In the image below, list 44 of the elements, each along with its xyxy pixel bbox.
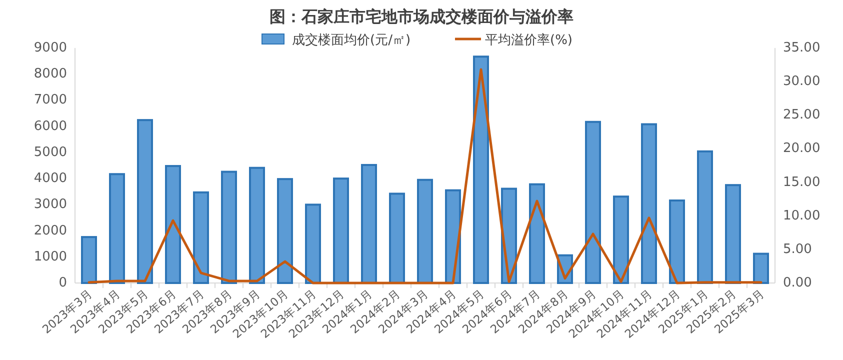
bar — [137, 119, 153, 284]
bar — [697, 150, 713, 284]
bar — [221, 170, 237, 284]
bar — [249, 166, 265, 284]
line-series — [88, 68, 762, 284]
y2-tick-label: 10.00 — [783, 208, 820, 224]
y-tick-label: 2000 — [34, 223, 67, 238]
bar — [389, 192, 405, 284]
y2-tick-label: 35.00 — [783, 40, 820, 56]
legend-label: 成交楼面均价(元/㎡) — [292, 32, 411, 48]
chart-title: 图：石家庄市宅地市场成交楼面价与溢价率 — [270, 7, 574, 26]
bar — [277, 178, 293, 284]
bar — [165, 165, 181, 284]
y-tick-label: 0 — [58, 276, 67, 290]
y2-tick-label: 30.00 — [783, 74, 820, 90]
bar — [669, 199, 685, 284]
y2-tick-label: 0.00 — [783, 276, 812, 290]
bar — [473, 56, 489, 284]
y2-tick-label: 15.00 — [783, 174, 820, 190]
legend-label: 平均溢价率(%) — [485, 32, 572, 48]
y2-tick-label: 5.00 — [783, 242, 812, 257]
y-tick-label: 9000 — [34, 40, 67, 56]
y-tick-label: 7000 — [34, 92, 67, 108]
bar — [641, 123, 657, 284]
bar — [193, 191, 209, 284]
bar — [529, 183, 545, 284]
bar — [361, 164, 377, 284]
bar — [585, 120, 601, 284]
bar — [81, 236, 97, 284]
bar — [305, 204, 321, 284]
y2-tick-label: 25.00 — [783, 108, 820, 123]
bar — [613, 196, 629, 284]
y-tick-label: 1000 — [34, 249, 67, 264]
y-tick-label: 6000 — [34, 118, 67, 134]
bar — [109, 173, 125, 284]
bar — [725, 184, 741, 284]
y-tick-label: 3000 — [34, 197, 67, 212]
y-tick-label: 5000 — [34, 144, 67, 160]
bar — [417, 178, 433, 284]
bar — [333, 178, 349, 284]
bar — [753, 252, 769, 284]
y-tick-label: 8000 — [34, 66, 67, 82]
y-tick-label: 4000 — [34, 171, 67, 186]
y2-tick-label: 20.00 — [783, 141, 820, 156]
